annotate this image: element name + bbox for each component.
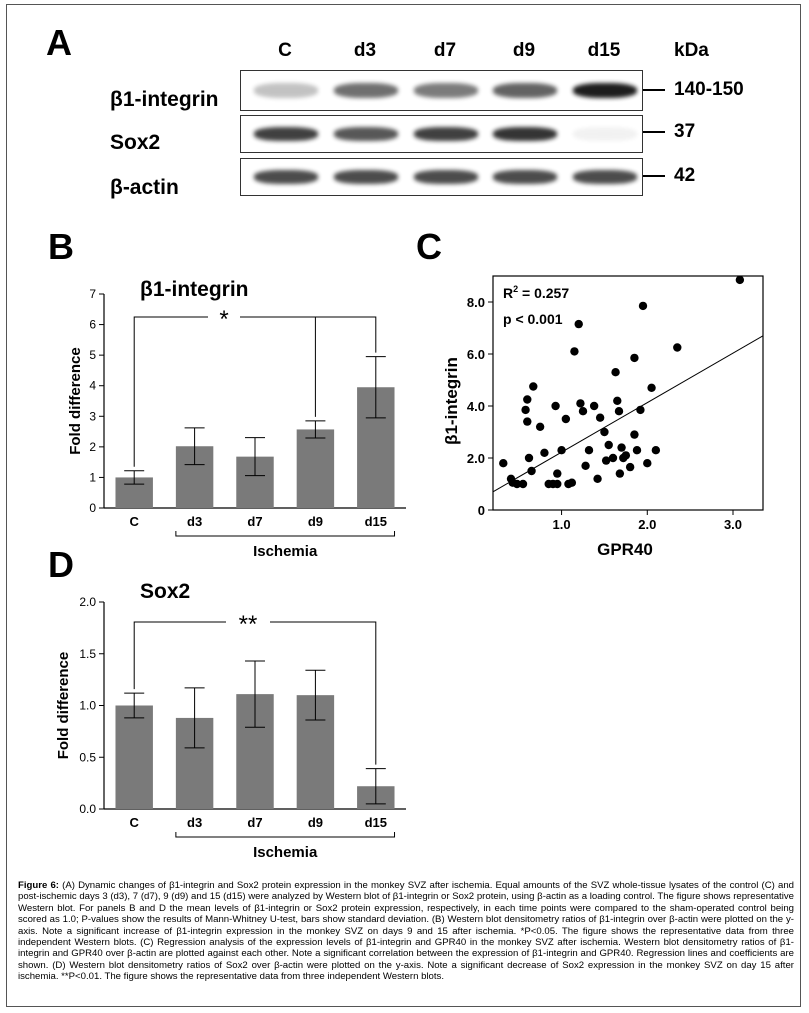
band-β-actin-d9 — [493, 169, 557, 185]
band-Sox2-d7 — [414, 126, 478, 142]
blot-strip-sox2 — [240, 115, 643, 153]
band-β-actin-d15 — [573, 169, 637, 185]
kda-value-42: 42 — [674, 165, 696, 186]
panel-c-letter: C — [416, 226, 442, 267]
band-β1-integrin-d9 — [493, 82, 557, 99]
band-Sox2-d3 — [334, 126, 398, 142]
kda-value-140: 140-150 — [674, 79, 744, 100]
kda-header: kDa — [674, 40, 709, 61]
lane-label-d7: d7 — [433, 40, 457, 61]
panel-a-letter: A — [46, 22, 72, 63]
panel-b-letter: B — [48, 226, 74, 267]
chart-d-title: Sox2 — [140, 580, 191, 603]
caption-label: Figure 6: — [18, 880, 59, 891]
blot-label-sox2: Sox2 — [110, 131, 161, 154]
figure-frame — [6, 4, 801, 1007]
blot-label-b1-integrin: β1-integrin — [110, 88, 219, 111]
band-β-actin-d3 — [334, 169, 398, 185]
band-β-actin-d7 — [414, 169, 478, 185]
marker-line-37 — [643, 131, 665, 133]
caption-text: (A) Dynamic changes of β1-integrin and S… — [18, 880, 794, 983]
band-β1-integrin-d3 — [334, 82, 398, 99]
kda-value-37: 37 — [674, 121, 696, 142]
marker-line-42 — [643, 175, 665, 177]
band-β1-integrin-d15 — [573, 82, 637, 99]
band-β-actin-C — [254, 169, 318, 185]
band-Sox2-C — [254, 126, 318, 142]
blot-strip-b-actin — [240, 158, 643, 196]
chart-b-title: β1-integrin — [140, 278, 249, 301]
lane-label-d3: d3 — [353, 40, 377, 61]
figure-caption: Figure 6: (A) Dynamic changes of β1-inte… — [18, 880, 794, 983]
blot-label-b-actin: β-actin — [110, 176, 179, 199]
band-β1-integrin-C — [254, 82, 318, 99]
lane-label-C: C — [278, 40, 292, 61]
band-Sox2-d9 — [493, 126, 557, 142]
band-β1-integrin-d7 — [414, 82, 478, 99]
lane-label-d15: d15 — [587, 40, 621, 61]
lane-label-d9: d9 — [512, 40, 536, 61]
blot-strip-b1-integrin — [240, 70, 643, 111]
marker-line-140 — [643, 89, 665, 91]
panel-d-letter: D — [48, 544, 74, 585]
band-Sox2-d15 — [573, 126, 637, 142]
